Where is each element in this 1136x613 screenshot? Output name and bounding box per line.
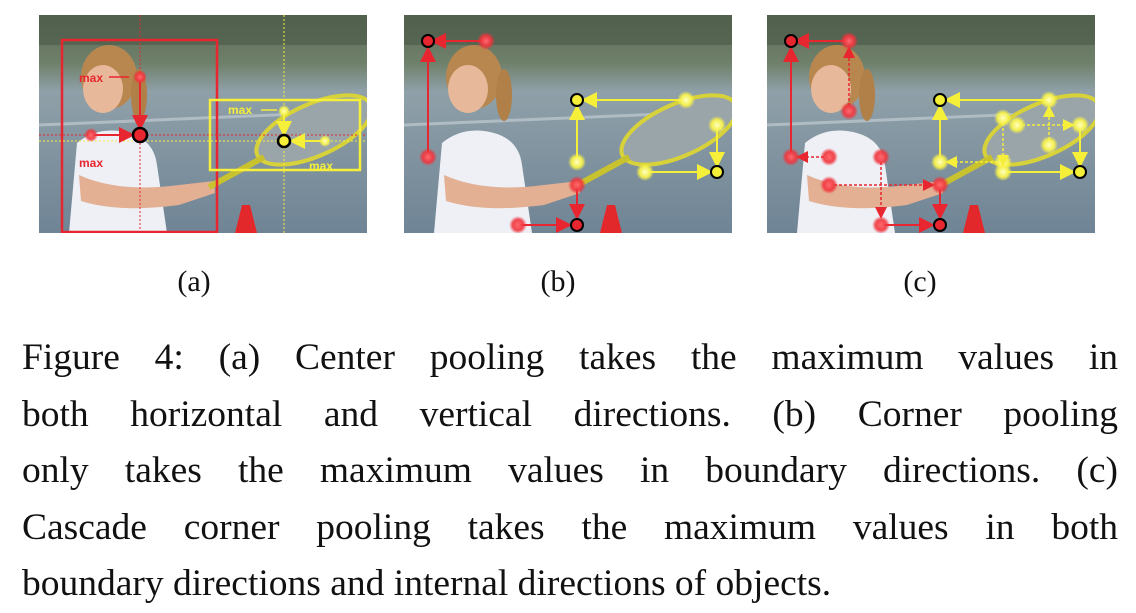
max-label: max — [79, 71, 103, 85]
caption-line: boundary directions and internal directi… — [22, 563, 832, 604]
panel-c-image — [767, 15, 1095, 233]
caption-line: Cascade corner pooling takes the maximum… — [22, 506, 1118, 548]
caption-line: Figure 4: (a) Center pooling takes the m… — [22, 337, 1118, 378]
subfigure-label-c: (c) — [903, 265, 937, 298]
caption-line: both horizontal and vertical directions.… — [22, 393, 1118, 435]
caption-line: only takes the maximum values in boundar… — [22, 450, 1118, 491]
subfigure-label-b: (b) — [540, 265, 576, 298]
panel-a-image: max max max max — [39, 15, 367, 233]
max-label: max — [79, 156, 103, 170]
panel-b-image — [404, 15, 732, 233]
figure-caption: Figure 4: (a) Center pooling takes the m… — [22, 330, 1118, 613]
subfigure-label-a: (a) — [177, 265, 211, 298]
max-label: max — [228, 103, 252, 117]
max-label: max — [309, 159, 333, 173]
